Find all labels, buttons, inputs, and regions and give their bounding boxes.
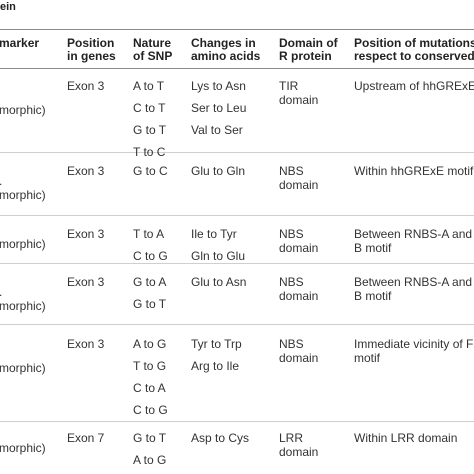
- header-line: R protein: [279, 49, 332, 63]
- cell-domain: domain: [279, 178, 319, 192]
- table-caption: ein: [0, 1, 16, 13]
- header-line: Position: [67, 36, 115, 50]
- header-domain-of-r-protein: Domain of R protein: [279, 37, 338, 63]
- cell-snp: A to T: [133, 79, 165, 93]
- cell-mutation: Within hhGRExE motif: [354, 164, 474, 178]
- cell-snp: T to A: [133, 227, 165, 241]
- cell-snp: G to T: [133, 123, 167, 137]
- cell-domain: domain: [279, 289, 319, 303]
- header-nature-of-snp: Nature of SNP: [133, 37, 172, 63]
- header-line: amino acids: [191, 49, 261, 63]
- header-line: Nature: [133, 36, 172, 50]
- header-line: Changes in: [191, 36, 256, 50]
- cell-snp: C to G: [133, 249, 168, 263]
- cell-marker: morphic): [0, 103, 46, 117]
- cell-marker: morphic): [0, 237, 46, 251]
- header-changes-in-amino-acids: Changes in amino acids: [191, 37, 260, 63]
- cell-position: Exon 3: [67, 79, 105, 93]
- cell-marker: .: [0, 285, 2, 299]
- cell-position: Exon 3: [67, 164, 105, 178]
- cell-aa: Glu to Gln: [191, 164, 246, 178]
- header-top-rule: [0, 29, 474, 30]
- header-marker: marker: [0, 37, 39, 50]
- cell-domain: TIR: [279, 79, 299, 93]
- cell-mutation: Between RNBS-A and W: [354, 227, 474, 241]
- header-bottom-rule: [0, 68, 474, 69]
- cell-snp: A to G: [133, 337, 167, 351]
- cell-domain: NBS: [279, 164, 304, 178]
- row-divider: [0, 152, 474, 153]
- header-line: Position of mutations: [354, 36, 474, 50]
- cell-snp: G to T: [133, 297, 167, 311]
- header-position-in-genes: Position in genes: [67, 37, 116, 63]
- cell-snp: A to G: [133, 453, 167, 467]
- cell-aa: Gln to Glu: [191, 249, 246, 263]
- cell-marker: morphic): [0, 361, 46, 375]
- cell-snp: G to C: [133, 164, 168, 178]
- cell-position: Exon 3: [67, 227, 105, 241]
- cell-snp: G to T: [133, 431, 167, 445]
- cell-domain: domain: [279, 241, 319, 255]
- header-position-of-mutations: Position of mutations respect to conserve…: [354, 37, 474, 63]
- cell-position: Exon 7: [67, 431, 105, 445]
- cell-aa: Arg to Ile: [191, 359, 240, 373]
- cell-aa: Val to Ser: [191, 123, 243, 137]
- cell-domain: NBS: [279, 337, 304, 351]
- row-divider: [0, 263, 474, 264]
- cell-aa: Ile to Tyr: [191, 227, 237, 241]
- cell-mutation: B motif: [354, 241, 392, 255]
- cell-marker: morphic): [0, 441, 46, 455]
- cell-mutation: Upstream of hhGRExE: [354, 79, 474, 93]
- cell-position: Exon 3: [67, 275, 105, 289]
- cell-domain: domain: [279, 445, 319, 459]
- header-line: Domain of: [279, 36, 338, 50]
- cell-marker: morphic): [0, 188, 46, 202]
- cell-aa: Asp to Cys: [191, 431, 250, 445]
- cell-aa: Ser to Leu: [191, 101, 247, 115]
- cell-aa: Glu to Asn: [191, 275, 247, 289]
- row-divider: [0, 324, 474, 325]
- cell-domain: domain: [279, 351, 319, 365]
- row-divider: [0, 215, 474, 216]
- header-line: in genes: [67, 49, 116, 63]
- cell-mutation: Between RNBS-A and W: [354, 275, 474, 289]
- cell-snp: C to A: [133, 381, 166, 395]
- cell-marker: .: [0, 174, 2, 188]
- cell-snp: T to C: [133, 145, 166, 159]
- header-line: marker: [0, 36, 40, 50]
- header-line: respect to conserved m: [354, 49, 474, 63]
- cell-domain: NBS: [279, 275, 304, 289]
- cell-snp: C to G: [133, 403, 168, 417]
- cell-position: Exon 3: [67, 337, 105, 351]
- cell-mutation: motif: [354, 351, 381, 365]
- cell-snp: G to A: [133, 275, 167, 289]
- cell-aa: Lys to Asn: [191, 79, 246, 93]
- cell-marker: morphic): [0, 299, 46, 313]
- cell-snp: T to G: [133, 359, 167, 373]
- cell-mutation: Within LRR domain: [354, 431, 458, 445]
- header-line: of SNP: [133, 49, 173, 63]
- row-divider: [0, 421, 474, 422]
- cell-mutation: Immediate vicinity of F: [354, 337, 474, 351]
- cell-aa: Tyr to Trp: [191, 337, 242, 351]
- cell-domain: domain: [279, 93, 319, 107]
- cell-domain: LRR: [279, 431, 304, 445]
- cell-mutation: B motif: [354, 289, 392, 303]
- cell-snp: C to T: [133, 101, 166, 115]
- cell-domain: NBS: [279, 227, 304, 241]
